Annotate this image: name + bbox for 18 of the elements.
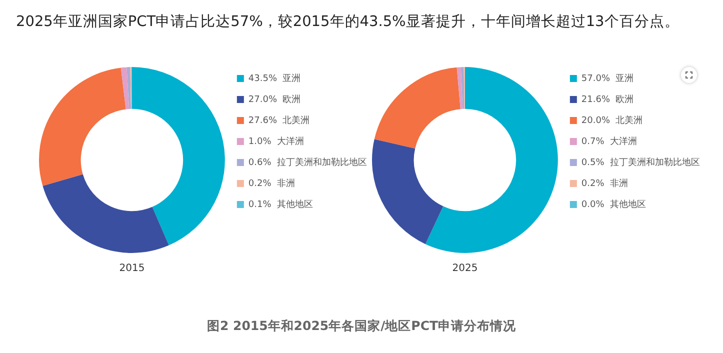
legend-label: 57.0% 亚洲 — [581, 72, 634, 84]
legend-label: 27.6% 北美洲 — [248, 114, 310, 126]
legend-label: 27.0% 欧洲 — [248, 94, 301, 105]
legend-label: 0.2% 非洲 — [581, 178, 628, 189]
legend-label: 0.1% 其他地区 — [248, 198, 314, 210]
text: 2025 — [451, 263, 479, 274]
text: 2025年亚洲国家PCT申请占比达57%，较2015年的43.5%显著提升，十年间增长超过13个百分点。 — [16, 12, 680, 31]
legend-label: 0.0% 其他地区 — [581, 198, 646, 210]
caption: 图2 2015年和2025年各国家/地区PCT申请分布情况 — [206, 318, 518, 335]
legend-label: 0.5% 拉丁美洲和加勒比地区 — [581, 156, 700, 168]
text: 2015 — [118, 263, 146, 274]
legend-label: 0.2% 非洲 — [248, 178, 296, 189]
legend-label: 43.5% 亚洲 — [248, 72, 301, 84]
legend-label: 0.6% 拉丁美洲和加勒比地区 — [248, 156, 368, 168]
legend-label: 0.7% 大洋洲 — [581, 136, 638, 147]
legend-label: 21.6% 欧洲 — [581, 94, 634, 105]
legend-label: 1.0% 大洋洲 — [248, 136, 304, 147]
legend-label: 20.0% 北美洲 — [581, 114, 643, 126]
